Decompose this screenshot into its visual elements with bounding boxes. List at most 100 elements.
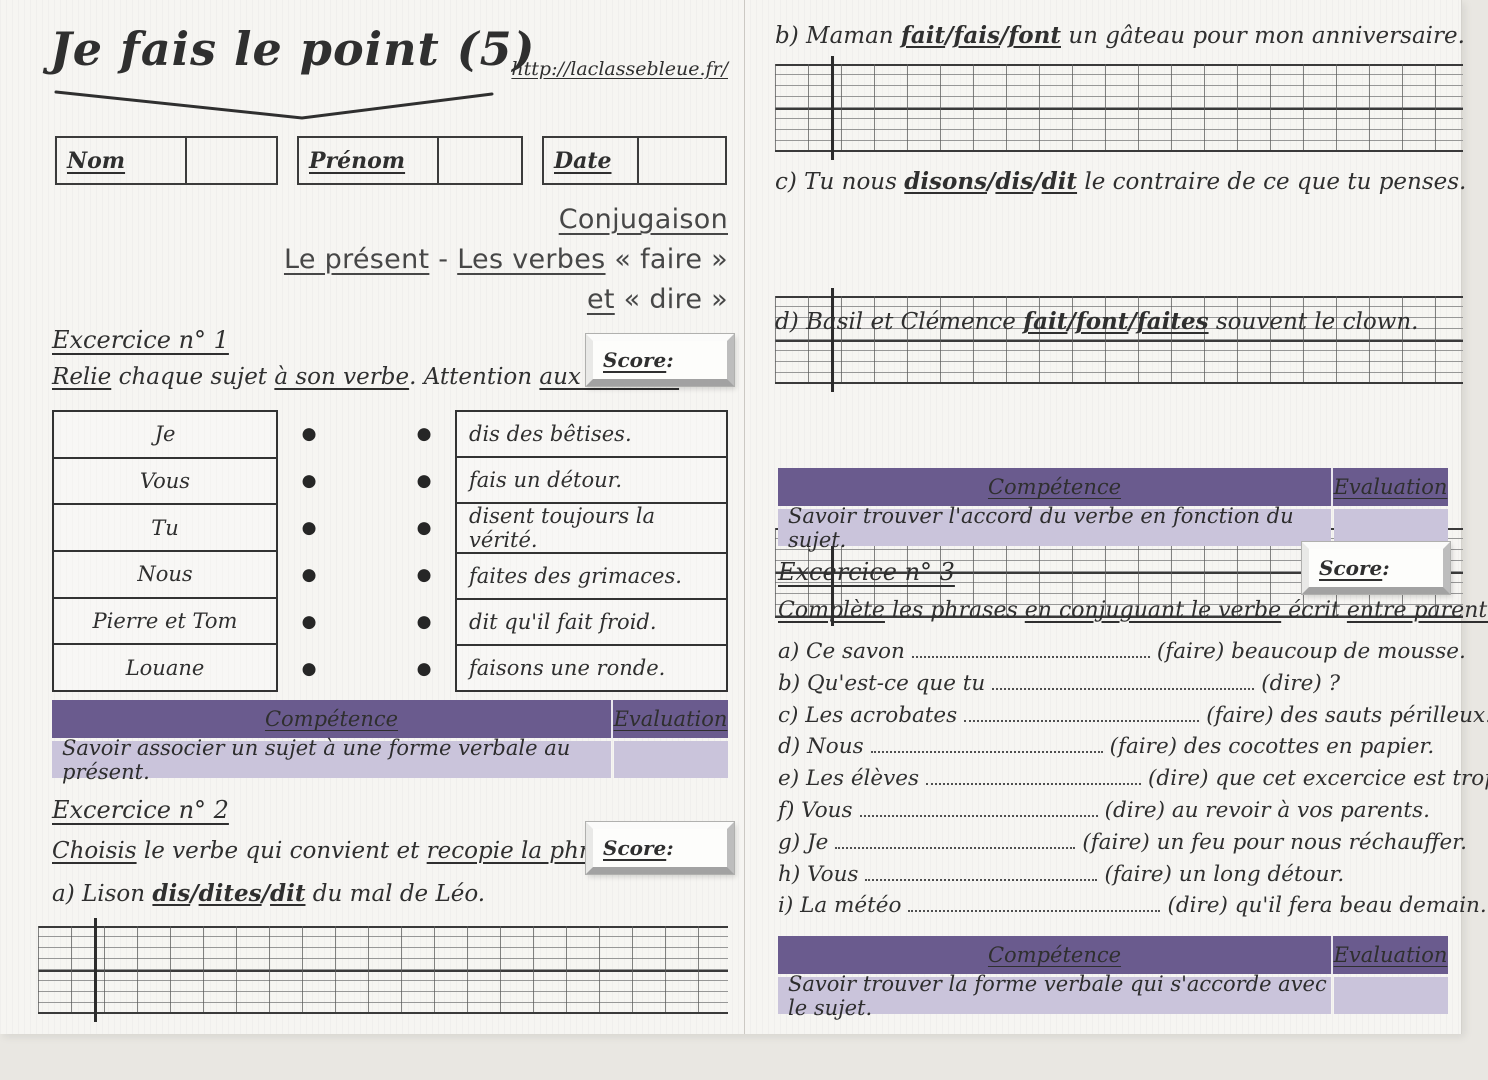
choice-sentence-d: d) Basil et Clémence fait/font/faites so… [775, 308, 1418, 335]
item-post: (dire) que cet excercice est trop facile… [1148, 766, 1488, 792]
subject-cell[interactable]: Louane [125, 655, 205, 680]
score-input-1[interactable] [674, 341, 727, 379]
instr-seg: à son verbe [274, 364, 410, 390]
writing-lines-a[interactable] [38, 918, 728, 1022]
answer-blank[interactable] [870, 740, 1103, 754]
connect-dot[interactable]: ● [301, 517, 317, 538]
verb-choice[interactable]: fais [953, 22, 1000, 49]
competence-header: Compétence Evaluation [778, 468, 1448, 506]
item-label: d) [775, 309, 799, 335]
connect-dot[interactable]: ● [416, 658, 432, 679]
connect-dot[interactable]: ● [301, 564, 317, 585]
instr-seg: le verbe qui convient et [136, 838, 427, 864]
fill-in-exercise: a) Ce savon (faire) beaucoup de mousse. b… [778, 636, 1488, 922]
verb-choice[interactable]: dites [198, 880, 262, 907]
header-divider [1331, 936, 1333, 974]
verb-choice[interactable]: font [1008, 22, 1061, 49]
verb-choice[interactable]: faites [1136, 308, 1209, 335]
match-gap [340, 410, 393, 692]
answer-blank[interactable] [865, 867, 1098, 881]
competence-text: Savoir associer un sujet à une forme ver… [52, 736, 611, 784]
score-box-2: Score : [585, 821, 735, 875]
subject-heading: Conjugaison Le présent - Les verbes « fa… [284, 200, 728, 320]
verb-choice[interactable]: disons [904, 168, 988, 195]
item-pre: Lison [82, 881, 146, 907]
verb-choice[interactable]: dit [270, 880, 306, 907]
score-input-3[interactable] [1390, 549, 1443, 587]
connect-dot[interactable]: ● [416, 611, 432, 632]
competence-col-title: Compétence [778, 936, 1331, 974]
instr-seg: Complète [778, 598, 885, 623]
predicate-cell[interactable]: fais un détour. [457, 458, 726, 504]
firstname-input[interactable] [439, 138, 521, 183]
verb-choice[interactable]: fait [1023, 308, 1068, 335]
competence-text: Savoir trouver l'accord du verbe en fonc… [778, 504, 1331, 552]
answer-blank[interactable] [911, 645, 1150, 658]
subject-cell[interactable]: Pierre et Tom [54, 599, 276, 646]
answer-blank[interactable] [964, 708, 1200, 722]
choice-sentence-b: b) Maman fait/fais/font un gâteau pour m… [775, 22, 1465, 49]
connect-dot[interactable]: ● [301, 470, 317, 491]
item-pre: Basil et Clémence [806, 309, 1016, 335]
predicate-cell[interactable]: dit qu'il fait froid. [457, 600, 726, 646]
evaluation-cell[interactable] [1334, 509, 1448, 546]
page-left: Je fais le point (5) http://laclassebleu… [0, 0, 744, 1034]
name-field-box: Nom [55, 136, 278, 185]
score-colon: : [666, 836, 674, 860]
verb-choice[interactable]: dis [995, 168, 1034, 195]
item-post: souvent le clown. [1215, 309, 1419, 335]
answer-blank[interactable] [908, 899, 1161, 913]
score-input-2[interactable] [674, 829, 727, 867]
item-label: b) [775, 23, 799, 49]
writing-lines-b[interactable] [775, 56, 1463, 160]
item-post: (faire) des sauts périlleux. [1206, 702, 1488, 728]
instr-seg: Relie [52, 364, 112, 390]
subject-seg: et [586, 284, 615, 315]
item-post: (faire) un long détour. [1104, 861, 1345, 887]
verb-choice[interactable]: dit [1041, 168, 1078, 195]
verb-choice[interactable]: fait [900, 22, 946, 49]
connect-dot[interactable]: ● [416, 470, 432, 491]
predicate-cell[interactable]: faisons une ronde. [469, 656, 666, 680]
fill-in-item: b) Qu'est-ce que tu (dire) ? [778, 668, 1468, 700]
connect-dot[interactable]: ● [301, 423, 317, 444]
predicate-cell[interactable]: faites des grimaces. [457, 554, 726, 600]
answer-blank[interactable] [926, 772, 1142, 786]
subject-line-3: et « dire » [284, 280, 728, 320]
date-input[interactable] [639, 138, 725, 183]
competence-table-2: Compétence Evaluation Savoir trouver l'a… [778, 468, 1448, 552]
score-box-1: Score : [585, 333, 735, 387]
answer-blank[interactable] [835, 835, 1076, 849]
subject-cell[interactable]: Nous [54, 552, 276, 599]
evaluation-cell[interactable] [614, 741, 728, 778]
evaluation-title-text: Evaluation [1333, 943, 1448, 967]
subject-line-2: Le présent - Les verbes « faire » [284, 240, 728, 280]
choice-separator: / [1000, 22, 1009, 49]
subject-cell[interactable]: Tu [54, 505, 276, 553]
answer-blank[interactable] [992, 676, 1255, 690]
scanned-worksheet: Je fais le point (5) http://laclassebleu… [0, 0, 1488, 1034]
name-input[interactable] [187, 138, 276, 183]
predicate-cell[interactable]: dis des bêtises. [457, 412, 726, 458]
connect-dot[interactable]: ● [416, 564, 432, 585]
subject-cell[interactable]: Je [54, 412, 276, 459]
page-right: b) Maman fait/fais/font un gâteau pour m… [745, 0, 1488, 1034]
connect-dot[interactable]: ● [416, 423, 432, 444]
subject-cell[interactable]: Vous [54, 459, 276, 506]
page-fold [744, 0, 745, 1034]
connect-dot[interactable]: ● [301, 611, 317, 632]
evaluation-col-title: Evaluation [613, 700, 728, 738]
evaluation-cell[interactable] [1334, 977, 1448, 1014]
predicate-bullets: ● ● ● ● ● ● [393, 410, 455, 692]
item-post: (faire) des cocottes en papier. [1109, 734, 1435, 760]
competence-text: Savoir trouver la forme verbale qui s'ac… [778, 972, 1331, 1020]
writing-lines-c[interactable] [775, 288, 1463, 392]
verb-choice[interactable]: dis [152, 880, 191, 907]
predicate-cell[interactable]: disent toujours la vérité. [457, 504, 726, 554]
answer-blank[interactable] [859, 804, 1098, 817]
connect-dot[interactable]: ● [416, 517, 432, 538]
competence-row: Savoir trouver l'accord du verbe en fonc… [778, 504, 1448, 552]
verb-choice[interactable]: font [1075, 308, 1129, 335]
fill-in-item: c) Les acrobates (faire) des sauts périll… [778, 700, 1488, 732]
connect-dot[interactable]: ● [301, 658, 317, 679]
